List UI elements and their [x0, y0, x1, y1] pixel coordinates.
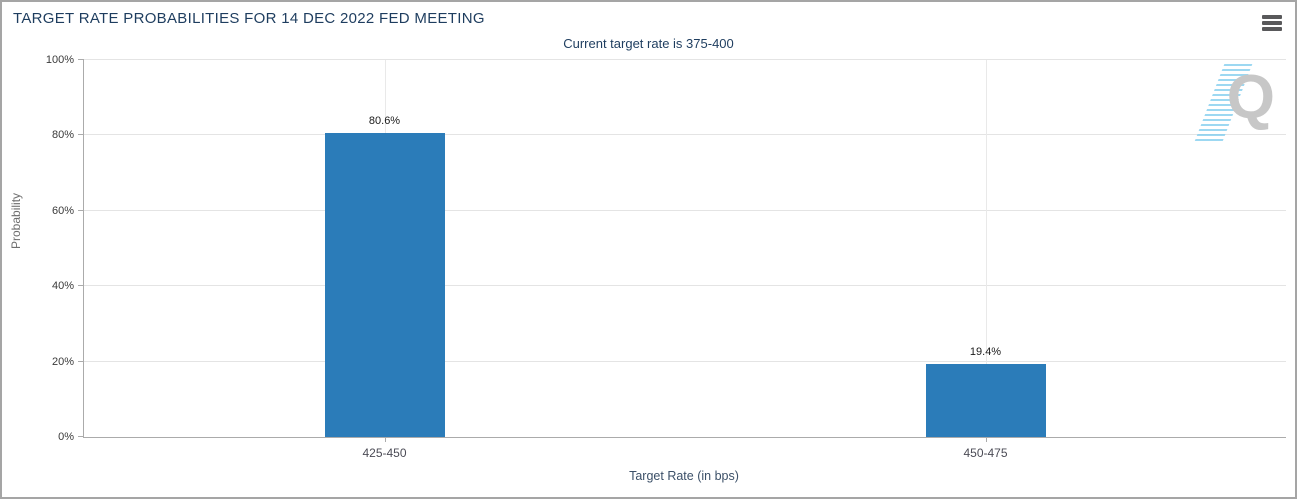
gridline-horizontal	[84, 134, 1286, 136]
gridline-horizontal	[84, 285, 1286, 287]
y-tick-label: 40%	[51, 280, 74, 293]
y-tick-label: 80%	[51, 129, 74, 142]
probability-bar[interactable]	[324, 133, 445, 437]
hamburger-menu-button[interactable]	[1262, 15, 1282, 31]
x-category-label: 425-450	[362, 446, 407, 460]
bar-value-label: 19.4%	[969, 345, 1002, 358]
y-axis-tick	[78, 209, 84, 211]
chart-subtitle: Current target rate is 375-400	[563, 36, 734, 51]
x-axis-tick	[384, 437, 386, 442]
y-axis-tick	[78, 436, 84, 437]
x-axis-tick	[985, 437, 987, 442]
chart-title: TARGET RATE PROBABILITIES FOR 14 DEC 202…	[13, 10, 485, 27]
y-tick-label: 0%	[58, 431, 74, 443]
plot-area: 0% 20% 40% 60% 80% 100% 425-450 80.6% 450-475 19.…	[46, 54, 1286, 460]
y-tick-label: 60%	[51, 204, 74, 217]
y-tick-label: 100%	[45, 54, 74, 66]
x-axis-title: Target Rate (in bps)	[629, 469, 739, 483]
gridline-horizontal	[84, 360, 1286, 362]
y-axis-tick	[78, 360, 84, 362]
bar-value-label: 80.6%	[368, 115, 401, 128]
y-axis-tick	[78, 285, 84, 287]
hamburger-icon	[1262, 21, 1282, 25]
hamburger-icon	[1262, 15, 1282, 19]
y-axis-tick	[78, 59, 84, 60]
y-tick-label: 20%	[51, 355, 74, 368]
gridline-vertical	[985, 60, 987, 437]
gridline-horizontal	[84, 209, 1286, 211]
gridline-horizontal	[84, 59, 1286, 60]
probability-bar[interactable]	[925, 363, 1046, 437]
x-category-label: 450-475	[963, 446, 1008, 460]
y-axis-tick	[78, 134, 84, 136]
hamburger-icon	[1262, 27, 1282, 31]
y-axis-title: Probability	[9, 192, 23, 249]
